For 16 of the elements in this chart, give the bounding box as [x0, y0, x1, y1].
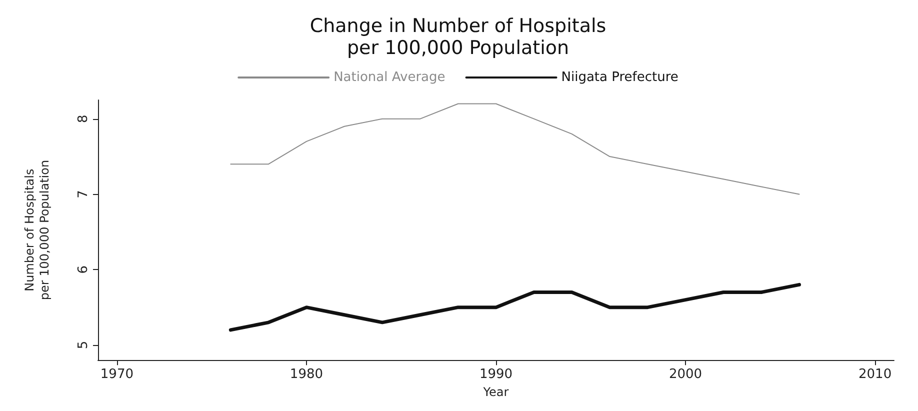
- y-axis-title: Number of Hospitals per 100,000 Population: [22, 160, 52, 300]
- series-label: National Average: [334, 70, 446, 85]
- y-tick-label: 7: [76, 190, 91, 198]
- x-tick-label: 2000: [668, 367, 702, 382]
- y-tick-label: 6: [76, 265, 91, 274]
- x-tick-label: 1970: [100, 367, 134, 382]
- chart-title: Change in Number of Hospitals per 100,000 Population: [310, 15, 606, 59]
- x-tick-label: 2010: [858, 367, 892, 382]
- line-series: [228, 282, 801, 332]
- y-tick-label: 8: [76, 114, 91, 123]
- line-series: [230, 103, 800, 195]
- x-tick-label: 1980: [290, 367, 324, 382]
- text: Niigata Prefecture: [561, 70, 678, 85]
- x-tick-label: 1990: [479, 367, 513, 382]
- y-tick-label: 5: [76, 340, 91, 350]
- x-axis-title: Year: [482, 385, 509, 399]
